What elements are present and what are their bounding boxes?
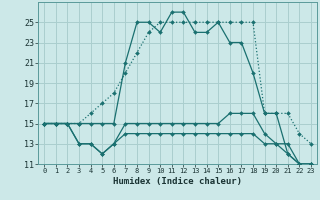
X-axis label: Humidex (Indice chaleur): Humidex (Indice chaleur) bbox=[113, 177, 242, 186]
